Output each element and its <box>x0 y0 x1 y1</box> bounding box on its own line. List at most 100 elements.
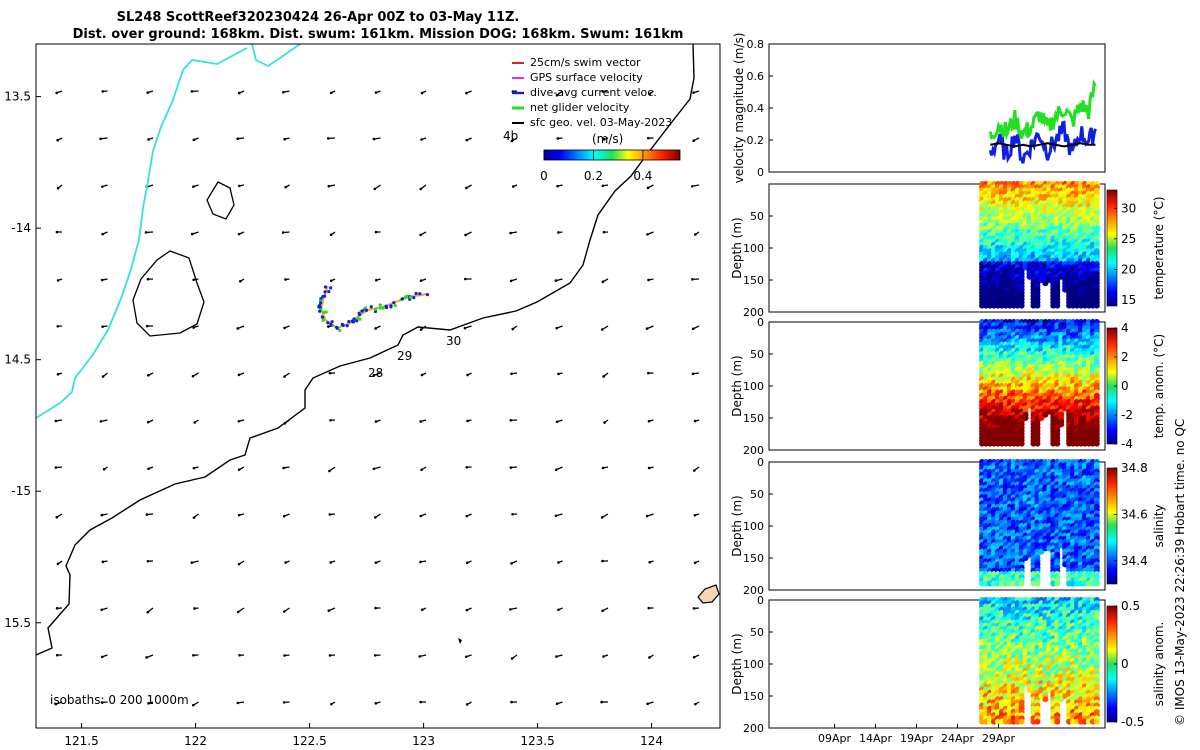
map-legend: 25cm/s swim vector GPS surface velocity … <box>512 56 681 183</box>
current-vector-head <box>600 328 604 331</box>
track-dive-point <box>330 320 334 324</box>
current-vector-head <box>466 373 469 377</box>
speed-colorbar-tick-label: 0 <box>540 169 548 183</box>
figure-title-line1: SL248 ScottReef320230424 26-Apr 00Z to 0… <box>117 10 520 25</box>
current-vector-head <box>282 701 286 704</box>
track-dive-point <box>345 324 349 328</box>
track-dive-point <box>374 307 378 311</box>
track-dive-point <box>329 322 333 327</box>
reef-dot <box>458 638 462 644</box>
current-vector-head <box>465 186 468 190</box>
salinity-data-point <box>1054 580 1061 587</box>
current-vector-head <box>646 702 649 706</box>
current-vector-head <box>147 702 150 705</box>
map-frame <box>35 43 721 729</box>
current-vector-head <box>328 513 332 516</box>
current-vector-head <box>147 467 150 471</box>
temp-anomaly-y-label: Depth (m) <box>730 355 744 416</box>
current-vector-head <box>690 184 694 188</box>
track-dive-point <box>408 295 413 300</box>
salinity-y-tick-label: 200 <box>743 584 764 597</box>
salinity-anomaly-y-tick-label: 200 <box>743 722 764 735</box>
temperature-colorbar-tick-label: 25 <box>1121 232 1136 246</box>
current-vector-head <box>464 233 467 237</box>
current-vector-head <box>511 512 514 516</box>
current-vector-head <box>691 278 694 281</box>
track-dive-point <box>319 301 323 305</box>
current-vector-head <box>327 609 331 612</box>
current-vector-head <box>192 185 195 188</box>
track-dive-point <box>321 318 325 322</box>
map-x-tick-label: 124 <box>640 734 663 748</box>
map-y-tick-label: 14.5 <box>4 353 31 367</box>
salinity-colorbar <box>1106 467 1118 585</box>
current-vector-head <box>600 516 604 519</box>
track-dive-point <box>322 294 327 298</box>
day-label-29: 29 <box>397 349 412 363</box>
salinity-colorbar-tick-label: 34.4 <box>1121 554 1148 568</box>
current-vector-head <box>557 608 560 612</box>
current-vector-head <box>55 653 59 657</box>
temp-anomaly-colorbar-tick-label: 4 <box>1121 321 1129 335</box>
current-vector-head <box>509 231 512 235</box>
current-vector-head <box>465 465 469 469</box>
current-vector-head <box>648 656 651 659</box>
current-vector-head <box>374 702 378 705</box>
current-vector-head <box>146 559 150 563</box>
track-dive-point <box>360 309 364 313</box>
current-vector-head <box>100 655 104 659</box>
map-x-tick-label: 121.5 <box>64 734 98 748</box>
velocity-y-tick-label: 0 <box>757 166 764 179</box>
current-vector-head <box>555 655 558 658</box>
colorbar-title: (m/s) <box>592 132 623 146</box>
current-vector-head <box>283 326 286 330</box>
temperature-data-point <box>1034 302 1041 309</box>
coastlines <box>36 44 720 656</box>
salinity-anomaly-data-point <box>1034 718 1041 725</box>
temperature-data-point <box>1018 302 1025 309</box>
map-y-tick-label: -14 <box>11 221 31 235</box>
current-vector-head <box>463 326 467 330</box>
current-vector-head <box>511 327 515 331</box>
current-vector-head <box>464 655 468 659</box>
track-dive-point <box>320 315 325 319</box>
current-vector-head <box>99 137 102 141</box>
temp-anomaly-colorbar-label: temp. anom. (°C) <box>1152 334 1166 438</box>
current-vector-head <box>466 419 469 423</box>
current-vector-head <box>601 280 605 284</box>
temp-anomaly-y-tick-label: 50 <box>750 348 764 361</box>
current-vector-head <box>556 137 560 140</box>
track-dive-point <box>347 320 351 324</box>
current-vector-head <box>146 420 150 424</box>
current-vector-head <box>282 514 286 518</box>
current-vector-head <box>146 91 150 94</box>
map-y-tick-label: 15.5 <box>4 616 31 630</box>
current-vector-head <box>329 279 333 283</box>
current-vector-head <box>420 373 424 377</box>
current-vector-head <box>691 327 695 331</box>
current-vector-head <box>647 420 651 423</box>
current-vector-head <box>602 230 606 234</box>
temp-anomaly-data-point <box>1034 440 1041 447</box>
legend-label-gps-velocity: GPS surface velocity <box>530 71 643 84</box>
current-vector-head <box>600 700 603 704</box>
current-vector-head <box>237 468 241 471</box>
map-marker-label: 4b <box>503 129 518 143</box>
velocity-axes <box>768 43 1106 173</box>
current-vector-head <box>419 187 423 191</box>
salinity-anomaly-y-tick-label: 50 <box>750 626 764 639</box>
current-vector-head <box>54 419 58 423</box>
current-vector-head <box>192 138 196 142</box>
track-dive-point <box>355 319 359 323</box>
current-vector-head <box>509 608 512 611</box>
current-vector-head <box>329 233 333 237</box>
temp-anomaly-data-point <box>1054 440 1061 447</box>
current-vector-head <box>373 654 377 657</box>
temp-anomaly-y-tick-label: 0 <box>757 316 764 329</box>
current-vector-head <box>145 513 149 516</box>
current-vector-head <box>102 467 106 471</box>
current-vector-head <box>555 420 559 424</box>
current-vector-head <box>327 325 330 328</box>
track-dive-point <box>418 292 422 296</box>
